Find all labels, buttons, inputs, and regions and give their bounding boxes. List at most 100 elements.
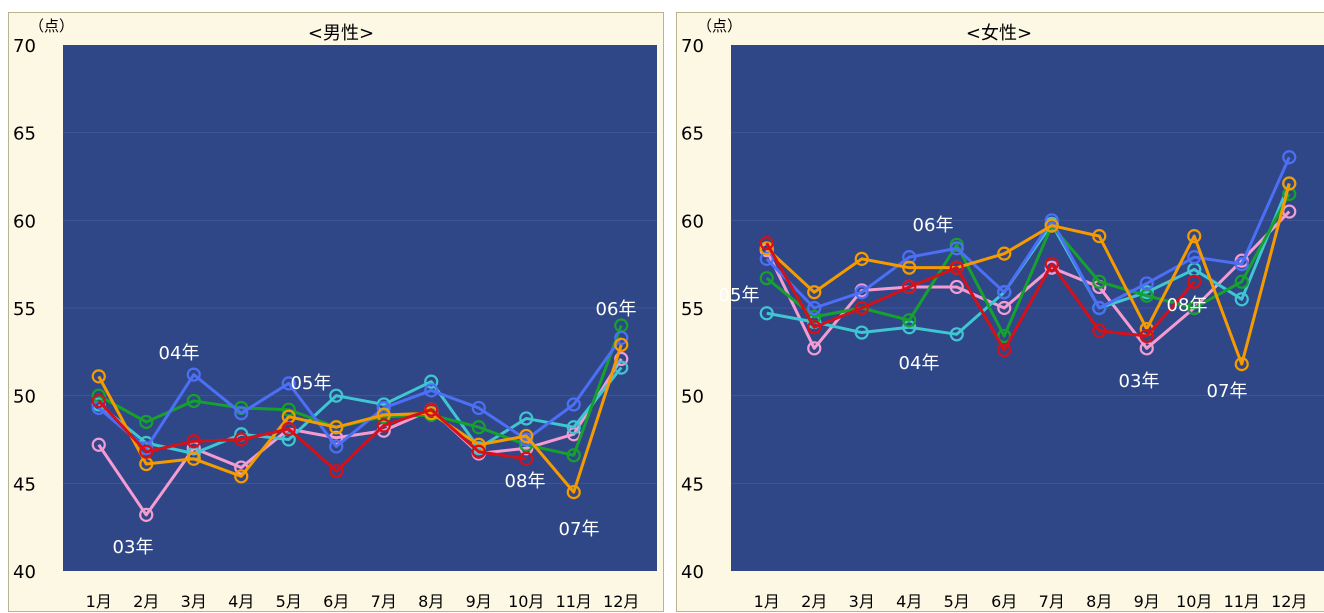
data-point — [1282, 150, 1297, 165]
data-point — [1187, 229, 1202, 244]
series-line — [97, 366, 623, 456]
data-point — [949, 260, 964, 275]
data-point — [1187, 250, 1202, 265]
data-point — [566, 420, 581, 435]
data-point — [281, 432, 296, 447]
x-tick-label: 11月 — [556, 592, 592, 611]
data-point — [902, 250, 917, 265]
x-tick-label: 12月 — [603, 592, 639, 611]
y-tick-label: 50 — [13, 387, 36, 408]
x-tick-label: 11月 — [1224, 592, 1260, 611]
data-point — [139, 507, 154, 522]
data-point — [1234, 274, 1249, 289]
data-point — [1234, 257, 1249, 272]
x-tick-label: 6月 — [991, 592, 1017, 611]
data-point — [234, 406, 249, 421]
data-point — [186, 434, 201, 449]
y-tick-label: 55 — [681, 299, 704, 320]
data-point — [1139, 276, 1154, 291]
x-tick-label: 9月 — [466, 592, 492, 611]
x-tick-label: 4月 — [896, 592, 922, 611]
chart-title: <女性> — [966, 23, 1032, 44]
series-line — [97, 336, 623, 450]
data-point — [614, 337, 629, 352]
series-08年 — [759, 236, 1202, 358]
series-line — [97, 399, 527, 473]
y-tick-label: 60 — [681, 211, 704, 232]
data-point — [376, 418, 391, 433]
y-tick-label: 50 — [681, 387, 704, 408]
series-line — [765, 183, 1291, 366]
series-annotation: 03年 — [113, 537, 154, 558]
data-point — [1092, 300, 1107, 316]
data-point — [997, 328, 1012, 344]
data-point — [759, 271, 774, 286]
data-point — [329, 420, 344, 435]
series-annotation: 08年 — [505, 471, 546, 492]
series-line — [97, 344, 623, 494]
data-point — [1187, 300, 1202, 316]
data-point — [186, 393, 201, 409]
x-tick-label: 12月 — [1271, 592, 1307, 611]
data-point — [1044, 257, 1059, 272]
series-annotation: 06年 — [596, 299, 637, 320]
x-tick-label: 6月 — [323, 592, 349, 611]
chart-panel-female: 40 45 50 55 60 65 70 （点） <女性> 1月 2月 3月 4月 5月 6月 7月 8月 9月 1… — [676, 12, 1324, 612]
data-point — [566, 448, 581, 463]
data-point — [329, 463, 344, 479]
x-tick-label: 1月 — [86, 592, 112, 611]
data-point — [759, 306, 774, 321]
data-point — [471, 400, 486, 416]
data-point — [997, 246, 1012, 261]
data-point — [854, 251, 869, 267]
series-08年 — [91, 393, 534, 479]
y-tick-label: 65 — [681, 124, 704, 145]
data-point — [1139, 328, 1154, 344]
data-point — [902, 313, 917, 328]
data-point — [519, 428, 534, 444]
data-point — [376, 407, 391, 423]
series-annotation: 05年 — [719, 285, 760, 306]
data-point — [949, 327, 964, 342]
x-tick-label: 1月 — [754, 592, 780, 611]
x-tick-label: 5月 — [276, 592, 302, 611]
series-annotation: 04年 — [159, 343, 200, 364]
data-point — [139, 444, 154, 459]
data-point — [1044, 218, 1059, 233]
data-point — [854, 285, 869, 300]
x-tick-label: 9月 — [1134, 592, 1160, 611]
data-point — [997, 342, 1012, 358]
x-tick-label: 4月 — [228, 592, 254, 611]
data-point — [902, 279, 917, 295]
data-point — [614, 330, 629, 345]
data-point — [329, 439, 344, 454]
x-tick-label: 2月 — [801, 592, 827, 611]
series-annotation: 07年 — [559, 519, 600, 540]
series-annotation: 04年 — [899, 353, 940, 374]
data-point — [139, 414, 154, 430]
data-point — [234, 469, 249, 484]
data-point — [949, 279, 964, 295]
data-point — [234, 432, 249, 447]
data-point — [519, 411, 534, 426]
data-point — [807, 300, 822, 316]
data-point — [854, 325, 869, 340]
data-point — [566, 485, 581, 500]
y-tick-label: 60 — [13, 211, 36, 232]
data-point — [759, 241, 774, 256]
x-tick-label: 10月 — [508, 592, 544, 611]
series-line — [765, 210, 1291, 350]
data-point — [807, 341, 822, 356]
unit-label: （点） — [697, 17, 742, 35]
series-line — [765, 242, 1196, 352]
data-point — [997, 285, 1012, 300]
data-point — [1092, 229, 1107, 244]
male-line-chart: 40 45 50 55 60 65 70（点） <男性> 1月 2月 3月 4月 5月 6月 7月 8月 9月 1… — [13, 17, 657, 611]
data-point — [854, 300, 869, 316]
y-tick-label: 65 — [13, 124, 36, 145]
data-point — [1187, 274, 1202, 289]
series-line — [765, 193, 1291, 338]
x-tick-label: 3月 — [849, 592, 875, 611]
data-point — [759, 236, 774, 251]
x-tick-label: 2月 — [133, 592, 159, 611]
